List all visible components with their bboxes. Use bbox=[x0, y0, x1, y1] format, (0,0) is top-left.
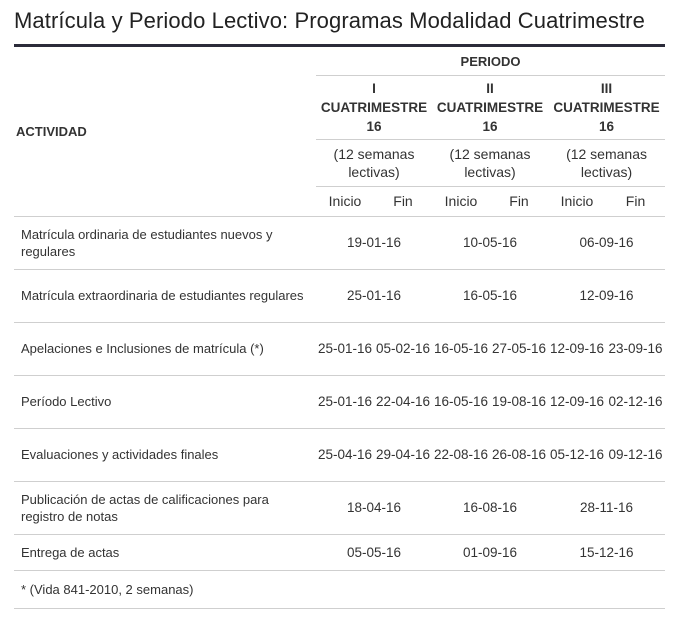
date-cell: 01-09-16 bbox=[432, 534, 548, 571]
date-cell: 05-02-16 bbox=[374, 322, 432, 376]
date-cell: 18-04-16 bbox=[316, 481, 432, 535]
inicio-header: Inicio bbox=[316, 186, 374, 217]
table-row: Matrícula ordinaria de estudiantes nuevo… bbox=[14, 216, 666, 270]
date-cell: 25-04-16 bbox=[316, 428, 374, 482]
activity-cell: Evaluaciones y actividades finales bbox=[14, 428, 316, 482]
weeks-label: (12 semanas lectivas) bbox=[432, 139, 548, 187]
inicio-header: Inicio bbox=[548, 186, 606, 217]
cuatrimestre-header: I CUATRIMESTRE 16 bbox=[316, 75, 432, 140]
activity-cell: Apelaciones e Inclusiones de matrícula (… bbox=[14, 322, 316, 376]
table-row: Período Lectivo 25-01-16 22-04-16 16-05-… bbox=[14, 375, 666, 429]
fin-header: Fin bbox=[490, 186, 548, 217]
cuatrimestre-header: II CUATRIMESTRE 16 bbox=[432, 75, 548, 140]
date-cell: 27-05-16 bbox=[490, 322, 548, 376]
date-cell: 16-05-16 bbox=[432, 375, 490, 429]
date-cell: 26-08-16 bbox=[490, 428, 548, 482]
date-cell: 25-01-16 bbox=[316, 375, 374, 429]
fin-header: Fin bbox=[374, 186, 432, 217]
cuatrimestre-header: III CUATRIMESTRE 16 bbox=[548, 75, 666, 140]
weeks-header-row: (12 semanas lectivas) (12 semanas lectiv… bbox=[14, 139, 666, 187]
activity-cell: Período Lectivo bbox=[14, 375, 316, 429]
date-cell: 25-01-16 bbox=[316, 322, 374, 376]
date-cell: 15-12-16 bbox=[548, 534, 666, 571]
date-cell: 19-08-16 bbox=[490, 375, 548, 429]
schedule-table: ACTIVIDAD PERIODO I CUATRIMESTRE 16 II C… bbox=[14, 48, 666, 609]
footnote: * (Vida 841-2010, 2 semanas) bbox=[14, 570, 666, 609]
table-row: Publicación de actas de calificaciones p… bbox=[14, 481, 666, 535]
actividad-header: ACTIVIDAD bbox=[14, 48, 316, 217]
date-cell: 12-09-16 bbox=[548, 375, 606, 429]
date-cell: 06-09-16 bbox=[548, 216, 666, 270]
table-row: Matrícula extraordinaria de estudiantes … bbox=[14, 269, 666, 323]
date-cell: 09-12-16 bbox=[606, 428, 666, 482]
weeks-label: (12 semanas lectivas) bbox=[548, 139, 666, 187]
page-title: Matrícula y Periodo Lectivo: Programas M… bbox=[14, 8, 645, 33]
table-row: Evaluaciones y actividades finales 25-04… bbox=[14, 428, 666, 482]
cuatrimestre-header-row: I CUATRIMESTRE 16 II CUATRIMESTRE 16 III… bbox=[14, 75, 666, 140]
table-header: ACTIVIDAD PERIODO I CUATRIMESTRE 16 II C… bbox=[14, 48, 666, 217]
date-cell: 16-05-16 bbox=[432, 322, 490, 376]
table-row: Entrega de actas 05-05-16 01-09-16 15-12… bbox=[14, 534, 666, 571]
inicio-fin-header-row: Inicio Fin Inicio Fin Inicio Fin bbox=[14, 186, 666, 217]
date-cell: 12-09-16 bbox=[548, 322, 606, 376]
title-divider bbox=[14, 44, 665, 47]
periodo-header: PERIODO bbox=[316, 48, 666, 76]
date-cell: 16-05-16 bbox=[432, 269, 548, 323]
fin-header: Fin bbox=[606, 186, 666, 217]
date-cell: 23-09-16 bbox=[606, 322, 666, 376]
activity-cell: Matrícula ordinaria de estudiantes nuevo… bbox=[14, 216, 316, 270]
table-row: Apelaciones e Inclusiones de matrícula (… bbox=[14, 322, 666, 376]
weeks-label: (12 semanas lectivas) bbox=[316, 139, 432, 187]
date-cell: 19-01-16 bbox=[316, 216, 432, 270]
date-cell: 02-12-16 bbox=[606, 375, 666, 429]
footnote-row: * (Vida 841-2010, 2 semanas) bbox=[14, 570, 666, 609]
date-cell: 05-05-16 bbox=[316, 534, 432, 571]
activity-cell: Matrícula extraordinaria de estudiantes … bbox=[14, 269, 316, 323]
date-cell: 22-08-16 bbox=[432, 428, 490, 482]
activity-cell: Entrega de actas bbox=[14, 534, 316, 571]
activity-cell: Publicación de actas de calificaciones p… bbox=[14, 481, 316, 535]
date-cell: 05-12-16 bbox=[548, 428, 606, 482]
table-body: Matrícula ordinaria de estudiantes nuevo… bbox=[14, 216, 666, 609]
date-cell: 28-11-16 bbox=[548, 481, 666, 535]
date-cell: 25-01-16 bbox=[316, 269, 432, 323]
date-cell: 10-05-16 bbox=[432, 216, 548, 270]
date-cell: 29-04-16 bbox=[374, 428, 432, 482]
inicio-header: Inicio bbox=[432, 186, 490, 217]
date-cell: 16-08-16 bbox=[432, 481, 548, 535]
date-cell: 12-09-16 bbox=[548, 269, 666, 323]
date-cell: 22-04-16 bbox=[374, 375, 432, 429]
